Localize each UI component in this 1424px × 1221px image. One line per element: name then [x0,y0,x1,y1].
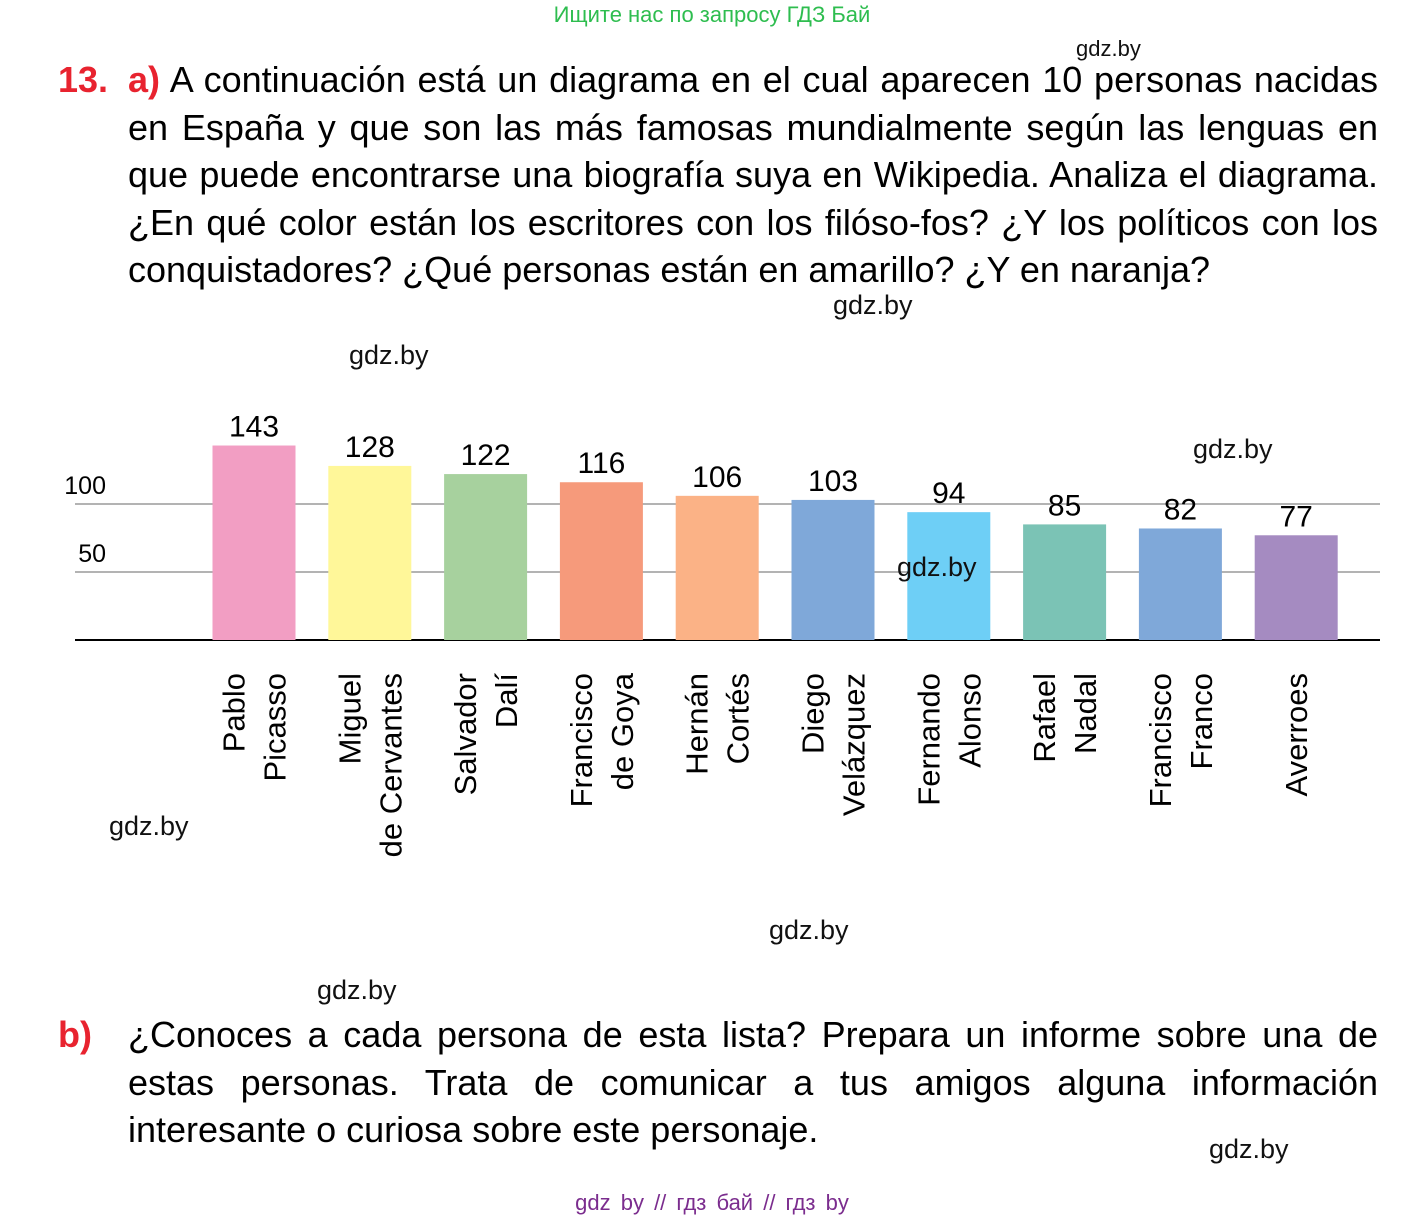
watermark: gdz.by [1209,1134,1289,1164]
category-label: Hernán [680,673,715,775]
bar-value-label: 143 [229,411,279,444]
category-label: Alonso [952,673,987,768]
bar [212,445,296,640]
category-label: Dalí [489,673,524,729]
watermark: gdz.by [833,290,913,320]
task-part-b-text: ¿Conoces a cada persona de esta lista? P… [128,1014,1378,1150]
bar-value-label: 122 [461,439,511,472]
task-part-a-text: A continuación está un diagrama en el cu… [128,59,1378,290]
task-part-b-letter: b) [58,1014,92,1055]
category-label: Miguel [332,673,367,764]
category-label: de Goya [605,672,640,790]
category-label: Pablo [217,673,252,752]
top-banner[interactable]: Ищите нас по запросу ГДЗ Бай [553,2,871,27]
category-label: Averroes [1279,673,1314,797]
category-label: de Cervantes [373,673,408,857]
category-label: Rafael [1027,673,1062,763]
task-number: 13. [58,59,109,100]
category-label: Velázquez [837,673,872,816]
category-label: Franco [1184,673,1219,769]
category-label: Francisco [1143,673,1178,807]
bar-value-label: 106 [692,461,742,494]
bar [791,499,875,640]
watermark: gdz.by [897,552,977,582]
watermark: gdz.by [1193,434,1273,464]
bar [675,495,759,640]
category-label: Nadal [1068,673,1103,754]
bar-value-label: 103 [808,465,858,498]
bar [1254,535,1338,640]
watermark: gdz.by [349,340,429,370]
bar [328,465,412,640]
bar [1023,524,1107,640]
bar-value-label: 85 [1048,489,1081,522]
category-label: Diego [796,673,831,754]
watermark: gdz.by [109,811,189,841]
chart-labels: 143 Pablo Picasso 128 Miguel de Cervantes 122 S… [217,411,1315,858]
task-part-a-paragraph: a) A continuación está un diagrama en el… [128,56,1378,294]
bar-value-label: 94 [932,477,965,510]
bar-value-label: 128 [345,431,395,464]
bar [444,474,528,640]
bar-value-label: 77 [1280,500,1313,533]
watermark: gdz.by [769,915,849,945]
bar-value-label: 82 [1164,493,1197,526]
bar [907,512,991,640]
watermark: gdz.by [1076,36,1141,61]
y-tick-label: 100 [64,472,106,500]
y-tick-label: 50 [78,540,106,568]
category-label: Francisco [564,673,599,807]
bar [1138,528,1222,640]
bar [559,482,643,640]
chart-bars [212,445,1338,640]
footer-links[interactable]: gdz by // гдз бай // гдз by [575,1190,849,1215]
category-label: Fernando [911,673,946,806]
bar-value-label: 116 [577,447,625,480]
category-label: Picasso [258,673,293,782]
task-part-a-letter: a) [128,59,161,100]
category-label: Salvador [448,673,483,795]
category-label: Cortés [721,673,756,764]
watermark: gdz.by [317,975,397,1005]
bar-chart: 50 100 143 Pablo Picasso 128 Miguel de Cervant… [64,411,1380,858]
